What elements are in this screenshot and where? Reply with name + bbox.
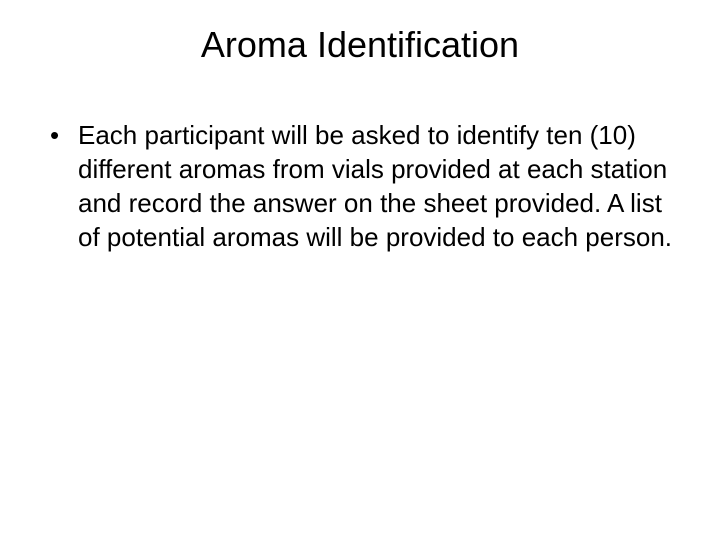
bullet-item: • Each participant will be asked to iden… xyxy=(48,118,672,254)
slide-title: Aroma Identification xyxy=(0,24,720,66)
slide: Aroma Identification • Each participant … xyxy=(0,0,720,540)
bullet-marker-icon: • xyxy=(48,118,78,152)
bullet-text: Each participant will be asked to identi… xyxy=(78,118,672,254)
slide-body: • Each participant will be asked to iden… xyxy=(48,118,672,254)
